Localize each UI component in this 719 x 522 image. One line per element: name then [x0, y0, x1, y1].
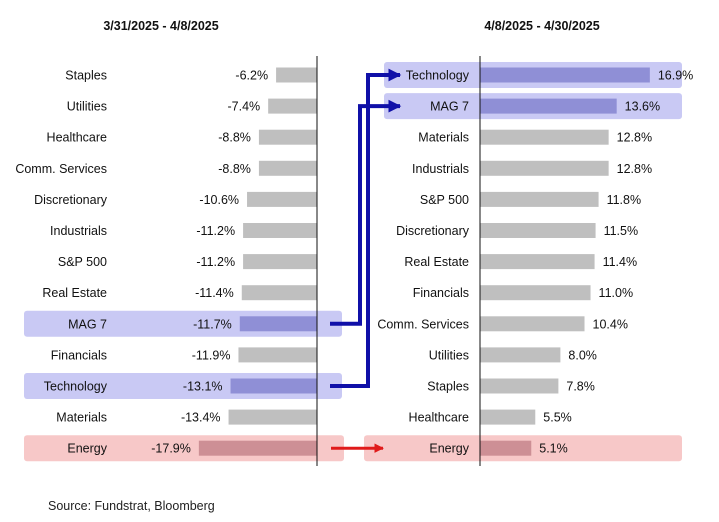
right-bar-energy — [480, 440, 532, 456]
left-bar-utilities — [268, 98, 317, 114]
left-value-label: -8.8% — [218, 131, 251, 145]
left-bar-discretionary — [247, 191, 317, 207]
mag7-rotation-arrow — [330, 99, 402, 326]
right-category-label: Comm. Services — [377, 317, 469, 331]
left-category-label: Materials — [56, 411, 107, 425]
right-value-label: 7.8% — [566, 380, 595, 394]
right-value-label: 11.4% — [603, 255, 638, 269]
right-category-label: Materials — [418, 131, 469, 145]
left-panel-title: 3/31/2025 - 4/8/2025 — [103, 19, 218, 33]
right-value-label: 11.0% — [599, 286, 634, 300]
left-value-label: -11.2% — [196, 255, 235, 269]
right-value-label: 12.8% — [617, 162, 652, 176]
left-bar-healthcare — [258, 129, 317, 145]
left-bar-materials — [228, 409, 317, 425]
left-category-label: MAG 7 — [68, 317, 107, 331]
left-category-label: Technology — [44, 380, 108, 394]
left-bar-staples — [276, 67, 317, 83]
left-bar-energy — [198, 440, 317, 456]
left-value-label: -17.9% — [151, 442, 191, 456]
left-value-label: -7.4% — [228, 100, 261, 114]
right-value-label: 5.1% — [539, 442, 568, 456]
right-value-label: 8.0% — [568, 348, 597, 362]
source-note: Source: Fundstrat, Bloomberg — [48, 499, 215, 513]
right-bar-s-p-500 — [480, 191, 599, 207]
right-value-label: 13.6% — [625, 100, 660, 114]
right-bar-technology — [480, 67, 650, 83]
right-category-label: Staples — [427, 380, 469, 394]
right-bar-mag-7 — [480, 98, 617, 114]
right-bar-staples — [480, 378, 559, 394]
left-value-label: -11.4% — [195, 286, 234, 300]
right-bar-financials — [480, 285, 591, 301]
left-value-label: -13.4% — [181, 411, 221, 425]
right-bar-industrials — [480, 160, 609, 176]
left-value-label: -8.8% — [218, 162, 251, 176]
rotation-arrows — [330, 68, 402, 454]
left-bar-industrials — [243, 223, 317, 238]
left-value-label: -10.6% — [199, 193, 239, 207]
left-bar-mag-7 — [239, 316, 317, 332]
left-bar-technology — [230, 378, 317, 394]
left-value-label: -13.1% — [183, 380, 223, 394]
left-value-label: -11.7% — [193, 317, 232, 331]
right-bar-healthcare — [480, 409, 536, 425]
right-value-label: 11.8% — [607, 193, 642, 207]
left-category-label: Real Estate — [42, 286, 107, 300]
left-category-label: Industrials — [50, 224, 107, 238]
left-bar-financials — [238, 347, 317, 363]
right-category-label: S&P 500 — [420, 193, 469, 207]
right-bar-comm-services — [480, 316, 585, 332]
left-category-label: Utilities — [67, 100, 107, 114]
right-value-label: 11.5% — [604, 224, 639, 238]
right-bar-materials — [480, 129, 609, 145]
right-value-label: 5.5% — [543, 411, 572, 425]
left-bar-s-p-500 — [243, 254, 317, 270]
right-panel-title: 4/8/2025 - 4/30/2025 — [484, 19, 599, 33]
left-value-label: -6.2% — [235, 69, 268, 83]
right-panel: 4/8/2025 - 4/30/2025 Technology 16.9% MAG … — [377, 19, 693, 456]
left-panel: 3/31/2025 - 4/8/2025 Staples -6.2% Utiliti… — [15, 19, 317, 456]
right-value-label: 12.8% — [617, 131, 652, 145]
left-bar-real-estate — [241, 285, 317, 301]
right-bar-utilities — [480, 347, 561, 363]
left-bar-comm-services — [258, 160, 317, 176]
right-bar-real-estate — [480, 254, 595, 270]
right-category-label: Real Estate — [404, 255, 469, 269]
right-category-label: Healthcare — [409, 411, 469, 425]
right-category-label: Discretionary — [396, 224, 470, 238]
left-value-label: -11.9% — [192, 348, 231, 362]
right-category-label: Technology — [406, 69, 470, 83]
left-value-label: -11.2% — [196, 224, 235, 238]
right-value-label: 16.9% — [658, 69, 693, 83]
left-category-label: Comm. Services — [15, 162, 107, 176]
left-category-label: Healthcare — [47, 131, 107, 145]
right-bar-discretionary — [480, 223, 596, 238]
technology-rotation-arrow — [330, 68, 402, 388]
left-category-label: Staples — [65, 69, 107, 83]
right-category-label: Financials — [413, 286, 469, 300]
right-category-label: Energy — [429, 442, 469, 456]
left-category-label: S&P 500 — [58, 255, 107, 269]
right-category-label: Utilities — [429, 348, 469, 362]
right-value-label: 10.4% — [593, 317, 628, 331]
right-category-label: Industrials — [412, 162, 469, 176]
left-category-label: Energy — [67, 442, 107, 456]
left-category-label: Discretionary — [34, 193, 108, 207]
left-category-label: Financials — [51, 348, 107, 362]
right-category-label: MAG 7 — [430, 100, 469, 114]
